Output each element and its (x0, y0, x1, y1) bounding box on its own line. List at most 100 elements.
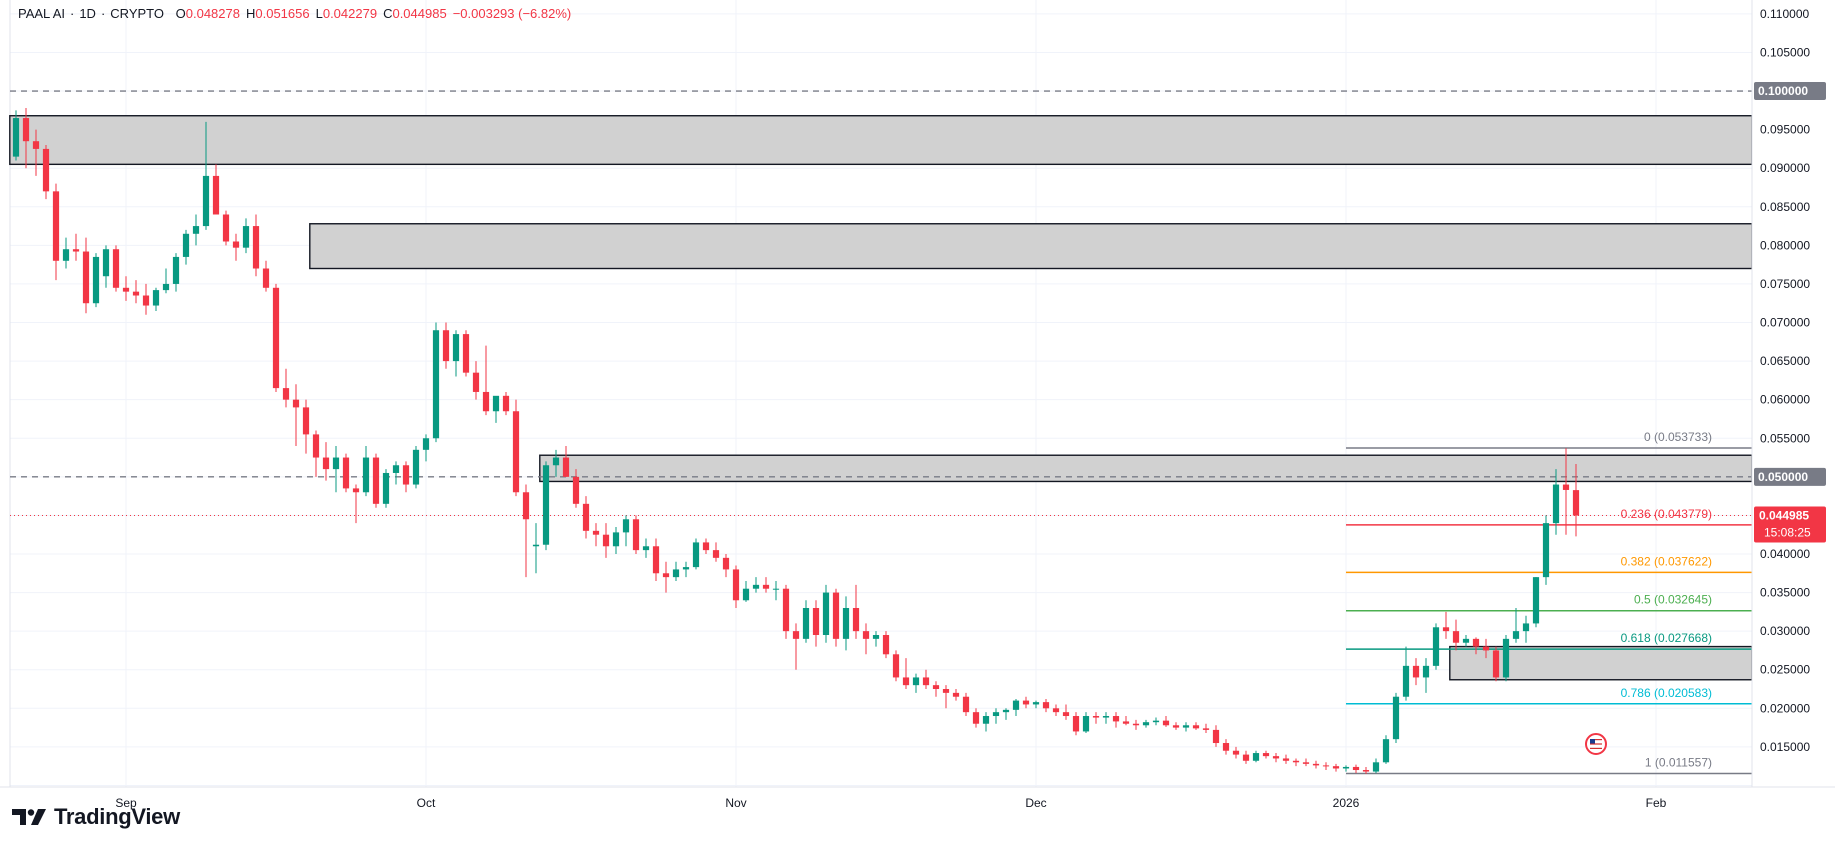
candle-body (1252, 753, 1260, 761)
candle-body (752, 584, 760, 589)
flag-stripe (1590, 743, 1602, 745)
candle-body (1032, 702, 1040, 705)
candle-body (332, 457, 340, 470)
candle-body (92, 256, 100, 304)
candle-body (1202, 728, 1210, 730)
candle-body (1312, 763, 1320, 766)
time-tick-label: 2026 (1333, 796, 1360, 810)
candle-body (1052, 708, 1060, 713)
fib-level-label: 0.786 (0.020583) (1621, 686, 1712, 700)
candle-body (1102, 716, 1110, 718)
candle-body (582, 503, 590, 531)
candle-body (252, 226, 260, 269)
candle-body (952, 692, 960, 697)
candle-body (442, 330, 450, 362)
candle-body (1242, 754, 1250, 761)
candle-body (842, 607, 850, 639)
time-tick-label: Dec (1025, 796, 1046, 810)
candle-body (1302, 762, 1310, 764)
candle-body (762, 584, 770, 589)
candle-body (1432, 627, 1440, 666)
candle-body (912, 677, 920, 686)
candle-body (1562, 484, 1570, 490)
candle-body (692, 542, 700, 568)
candle-body (1152, 720, 1160, 723)
tradingview-logo-icon (12, 809, 46, 825)
flag-stripe (1590, 747, 1602, 749)
candle-body (1072, 716, 1080, 732)
candle-body (1262, 753, 1270, 757)
candle-body (432, 330, 440, 439)
tradingview-logo[interactable]: TradingView (12, 804, 180, 830)
candle-body (1192, 725, 1200, 729)
candle-body (422, 438, 430, 450)
candle-body (542, 465, 550, 545)
price-tick-label: 0.025000 (1760, 663, 1810, 677)
price-tick-label: 0.055000 (1760, 431, 1810, 445)
candle-body (1292, 760, 1300, 763)
candle-body (902, 677, 910, 686)
candle-body (662, 573, 670, 578)
supply-demand-zones (9, 115, 1753, 681)
price-tick-label: 0.095000 (1760, 123, 1810, 137)
candle-body (1042, 702, 1050, 709)
candle-body (822, 592, 830, 636)
flag-stripe (1590, 739, 1602, 741)
candle-body (1522, 623, 1530, 632)
time-axis[interactable]: Sep Oct Nov Dec 2026 Feb (0, 786, 1835, 810)
time-tick-label: Sep (115, 796, 137, 810)
price-level-badge (1754, 82, 1826, 101)
candle-body (1352, 766, 1360, 771)
candle-body (922, 677, 930, 686)
candle-body (1512, 631, 1520, 639)
candle-body (12, 118, 20, 157)
candle-body (132, 291, 140, 296)
candle-body (812, 607, 820, 636)
candle-body (392, 465, 400, 473)
candle-body (1002, 709, 1010, 713)
symbol-legend: PAAL AI · 1D · CRYPTO O0.048278 H0.051656 L0.0… (18, 6, 572, 21)
price-axis[interactable]: 0.015000 0.020000 0.025000 0.030000 0.035000… (1751, 0, 1835, 787)
time-tick-label: Feb (1646, 796, 1667, 810)
candle-body (1172, 725, 1180, 728)
brand-name: TradingView (54, 804, 180, 829)
price-tick-label: 0.030000 (1760, 624, 1810, 638)
candle-body (1482, 646, 1490, 651)
candle-body (1182, 725, 1190, 728)
price-tick-label: 0.085000 (1760, 200, 1810, 214)
candle-body (782, 588, 790, 632)
candle-body (1542, 523, 1550, 578)
high-value: 0.051656 (255, 6, 310, 21)
candle-body (732, 569, 740, 601)
event-marker-us-flag-icon[interactable] (1585, 733, 1607, 755)
candle-body (592, 530, 600, 535)
candle-body (522, 492, 530, 520)
candle-body (152, 290, 160, 306)
price-tick-label: 0.105000 (1760, 45, 1810, 59)
candle-body (452, 334, 460, 362)
candle-body (1232, 750, 1240, 755)
last-price-value: 0.044985 (1759, 509, 1809, 523)
low-label: L (315, 6, 323, 21)
candle-body (622, 519, 630, 533)
candle-body (312, 434, 320, 458)
price-tick-label: 0.060000 (1760, 393, 1810, 407)
candle-body (802, 607, 810, 639)
price-tick-label: 0.035000 (1760, 586, 1810, 600)
candle-body (102, 249, 110, 277)
candle-body (512, 411, 520, 493)
candle-body (1532, 577, 1540, 624)
candle-body (142, 295, 150, 306)
candle-body (1422, 665, 1430, 678)
candle-body (552, 457, 560, 466)
open-value: 0.048278 (185, 6, 240, 21)
horizontal-price-levels (10, 90, 1752, 517)
symbol-name[interactable]: PAAL AI (18, 6, 65, 21)
candle-body (462, 334, 470, 373)
fib-level-label: 0.382 (0.037622) (1621, 554, 1712, 568)
open-label: O (175, 6, 186, 21)
candle-body (1082, 716, 1090, 732)
price-tick-label: 0.020000 (1760, 701, 1810, 715)
candle-body (682, 567, 690, 570)
